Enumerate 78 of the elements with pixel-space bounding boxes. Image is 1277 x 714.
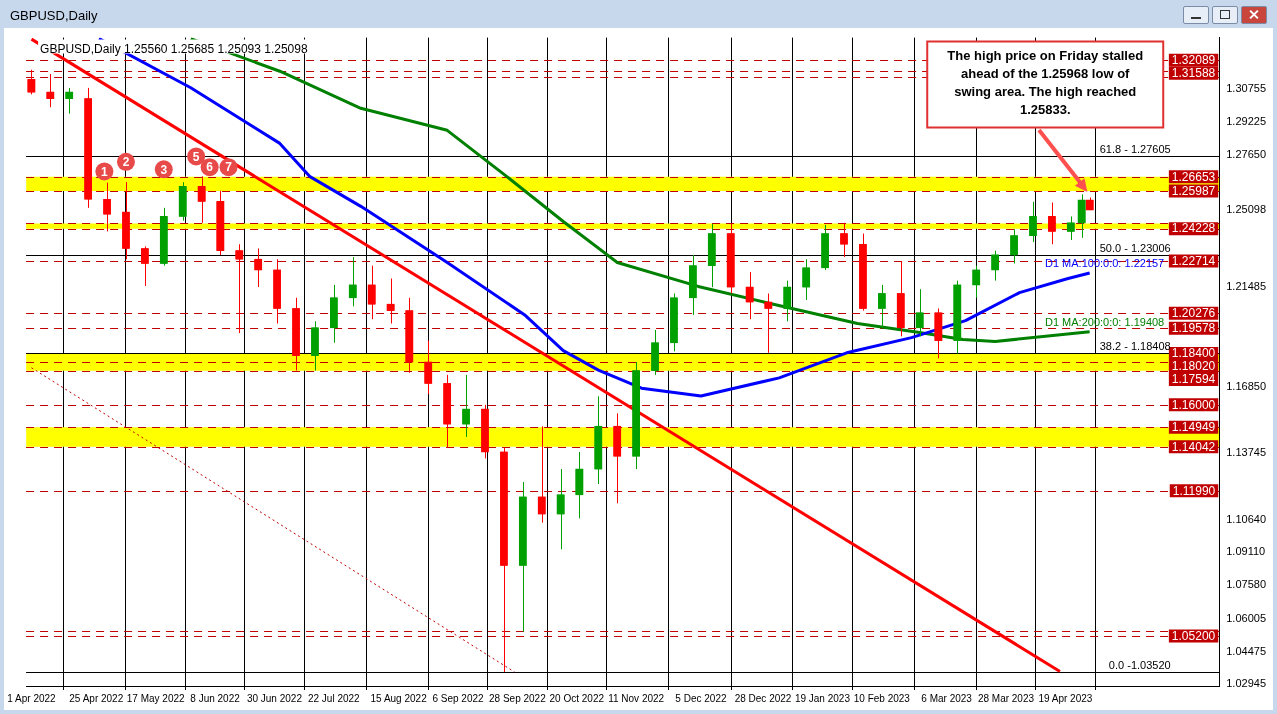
candlestick bbox=[367, 265, 376, 320]
candlestick bbox=[386, 278, 395, 324]
annotation: 3 bbox=[160, 162, 168, 177]
x-tick-label: 28 Dec 2022 bbox=[734, 692, 792, 704]
chart-title: GBPUSD,Daily bbox=[10, 7, 98, 23]
x-tick-label: 20 Oct 2022 bbox=[549, 692, 605, 704]
ref-line-label: 1.18020 bbox=[1171, 359, 1216, 374]
annotation: 50.0 - 1.23006 bbox=[1099, 241, 1171, 254]
x-tick-label: 22 Jul 2022 bbox=[307, 692, 361, 704]
candlestick bbox=[840, 222, 848, 258]
annotation: 1 bbox=[101, 164, 109, 179]
y-tick-label: 1.25098 bbox=[1226, 203, 1266, 216]
ref-line-label: 1.31588 bbox=[1171, 66, 1216, 81]
ref-line-label: 1.14042 bbox=[1171, 439, 1216, 454]
candlestick bbox=[462, 374, 470, 438]
x-tick-label: 19 Jan 2023 bbox=[794, 692, 851, 704]
x-tick-label: 6 Mar 2023 bbox=[921, 692, 973, 704]
ref-line-label: 1.26653 bbox=[1171, 169, 1216, 184]
x-tick-label: 1 Apr 2022 bbox=[7, 692, 57, 704]
x-tick-label: 15 Aug 2022 bbox=[370, 692, 428, 704]
x-tick-label: 28 Mar 2023 bbox=[977, 692, 1035, 704]
y-tick-label: 1.06005 bbox=[1226, 611, 1266, 624]
ref-line-label: 1.16000 bbox=[1171, 397, 1216, 412]
annotation: 2 bbox=[122, 155, 130, 170]
candlestick bbox=[745, 271, 754, 320]
ref-line-label: 1.19578 bbox=[1171, 321, 1216, 336]
ref-line-label: 1.11990 bbox=[1172, 483, 1216, 498]
y-tick-label: 1.29225 bbox=[1226, 114, 1266, 127]
ref-line-label: 1.32089 bbox=[1171, 53, 1216, 68]
x-tick-label: 28 Sep 2022 bbox=[489, 692, 547, 704]
ref-line-label: 1.25987 bbox=[1171, 183, 1216, 198]
x-tick-label: 30 Jun 2022 bbox=[246, 692, 303, 704]
ref-line-label: 1.14949 bbox=[1171, 420, 1216, 435]
y-tick-label: 1.16850 bbox=[1226, 379, 1266, 392]
y-tick-label: 1.02945 bbox=[1226, 677, 1266, 690]
x-tick-label: 17 May 2022 bbox=[126, 692, 186, 704]
candlestick bbox=[197, 175, 206, 224]
x-tick-label: 8 Jun 2022 bbox=[190, 692, 241, 704]
x-tick-label: 5 Dec 2022 bbox=[675, 692, 727, 704]
annotation: 38.2 - 1.18408 bbox=[1099, 340, 1171, 353]
candlestick bbox=[537, 425, 546, 524]
x-tick-label: 19 Apr 2023 bbox=[1038, 692, 1093, 704]
y-tick-label: 1.10640 bbox=[1226, 512, 1266, 525]
annotation: 0.0 -1.03520 bbox=[1108, 659, 1171, 672]
y-tick-label: 1.13745 bbox=[1226, 446, 1266, 459]
annotation: 7 bbox=[225, 160, 233, 175]
ref-line-label: 1.22714 bbox=[1171, 253, 1216, 268]
annotation: 5 bbox=[192, 149, 200, 164]
ref-line-label: 1.24228 bbox=[1171, 221, 1216, 236]
candlestick bbox=[915, 288, 924, 337]
x-tick-label: 25 Apr 2022 bbox=[69, 692, 124, 704]
candlestick bbox=[65, 87, 74, 115]
candlestick bbox=[764, 292, 773, 354]
annotation: 6 bbox=[206, 160, 214, 175]
y-tick-label: 1.27650 bbox=[1226, 148, 1266, 161]
candlestick bbox=[235, 243, 244, 334]
candlestick bbox=[556, 468, 565, 550]
x-tick-label: 6 Sep 2022 bbox=[432, 692, 485, 704]
annotation: 61.8 - 1.27605 bbox=[1099, 143, 1171, 156]
annotation: The high price on Friday stalled ahead of the 1.25968 low of swing area. The high reached 1.25833. bbox=[947, 47, 1144, 117]
ref-line-label: 1.05200 bbox=[1171, 628, 1216, 643]
x-tick-label: 10 Feb 2023 bbox=[853, 692, 911, 704]
y-tick-label: 1.09110 bbox=[1226, 545, 1266, 558]
candlestick bbox=[972, 265, 981, 299]
candlestick bbox=[103, 182, 111, 232]
y-tick-label: 1.04475 bbox=[1226, 644, 1266, 657]
ref-line-label: 1.18400 bbox=[1171, 346, 1216, 361]
candlestick bbox=[348, 256, 357, 307]
candlestick bbox=[1048, 201, 1056, 245]
chart-subtitle: GBPUSD,Daily 1.25560 1.25685 1.25093 1.25098 bbox=[40, 41, 308, 56]
ref-line-label: 1.17594 bbox=[1171, 372, 1216, 387]
ref-line-label: 1.20276 bbox=[1171, 306, 1216, 321]
y-tick-label: 1.30755 bbox=[1226, 81, 1266, 94]
candlestick bbox=[254, 248, 263, 288]
x-tick-label: 11 Nov 2022 bbox=[608, 692, 665, 704]
candlestick bbox=[1066, 215, 1075, 241]
y-tick-label: 1.21485 bbox=[1226, 280, 1266, 293]
y-tick-label: 1.07580 bbox=[1226, 578, 1266, 591]
